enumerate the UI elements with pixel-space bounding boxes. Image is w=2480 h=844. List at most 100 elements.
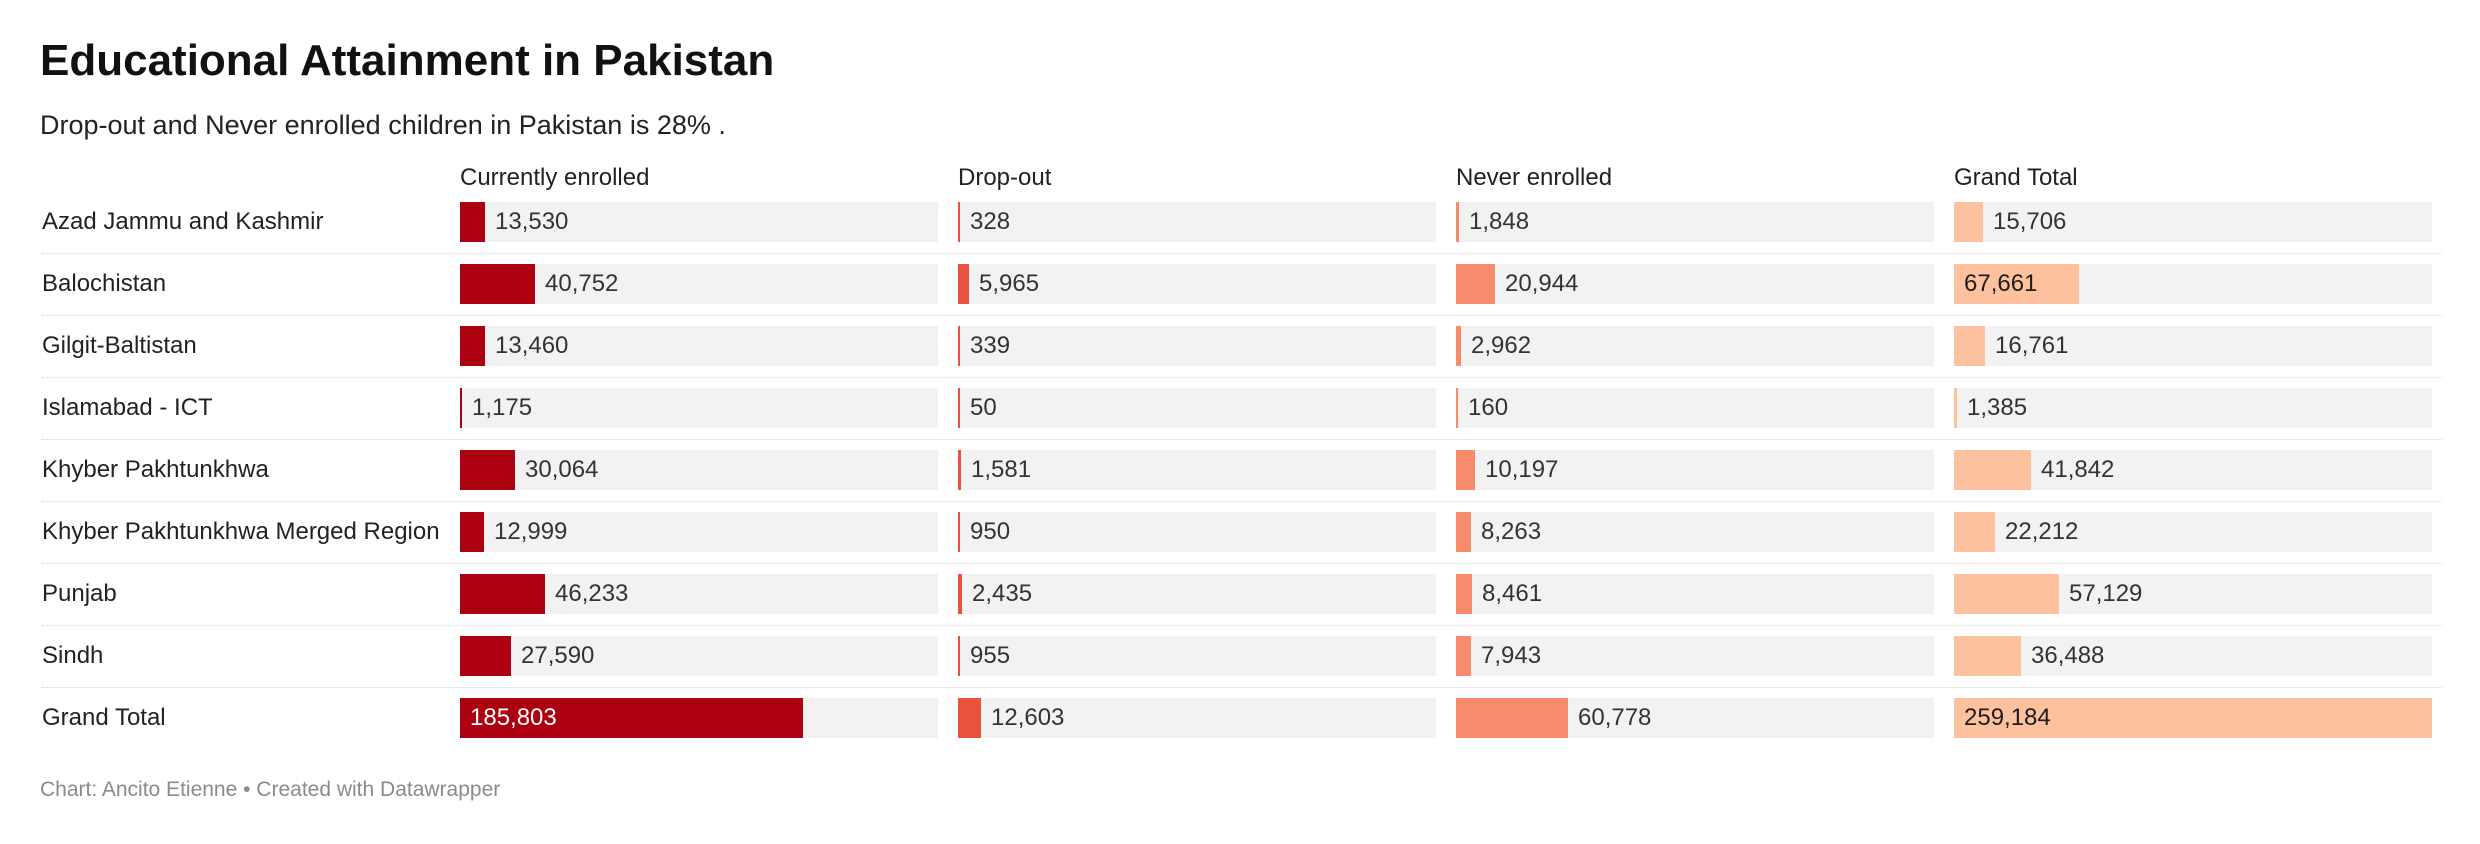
- bar-track: [460, 388, 938, 428]
- row-label-islamabad-ict: Islamabad - ICT: [42, 394, 213, 421]
- value-label-never-enrolled-khyber-pakhtunkhwa-merged-region: 8,263: [1481, 518, 1542, 545]
- value-label-never-enrolled-balochistan: 20,944: [1505, 270, 1579, 297]
- row-label-khyber-pakhtunkhwa: Khyber Pakhtunkhwa: [42, 456, 269, 483]
- bar-track: [460, 202, 938, 242]
- value-label-grand-total-khyber-pakhtunkhwa-merged-region: 22,212: [2005, 518, 2079, 545]
- bar-track: [1954, 636, 2432, 676]
- chart-title: Educational Attainment in Pakistan: [40, 36, 775, 85]
- bar-track: [958, 636, 1436, 676]
- bar-currently-enrolled-punjab: [460, 574, 545, 614]
- row-separator: [42, 563, 2442, 564]
- value-label-grand-total-gilgit-baltistan: 16,761: [1995, 332, 2069, 359]
- bar-drop-out-grand-total: [958, 698, 981, 738]
- bar-never-enrolled-khyber-pakhtunkhwa: [1456, 450, 1475, 490]
- bar-track: [1954, 450, 2432, 490]
- row-label-gilgit-baltistan: Gilgit-Baltistan: [42, 332, 197, 359]
- bar-track: [1456, 388, 1934, 428]
- bar-track: [1456, 574, 1934, 614]
- bar-drop-out-khyber-pakhtunkhwa-merged-region: [958, 512, 960, 552]
- bar-grand-total-khyber-pakhtunkhwa: [1954, 450, 2031, 490]
- value-label-grand-total-khyber-pakhtunkhwa: 41,842: [2041, 456, 2115, 483]
- bar-currently-enrolled-azad-jammu-and-kashmir: [460, 202, 485, 242]
- bar-grand-total-sindh: [1954, 636, 2021, 676]
- value-label-currently-enrolled-gilgit-baltistan: 13,460: [495, 332, 569, 359]
- bar-currently-enrolled-islamabad-ict: [460, 388, 462, 428]
- bar-track: [1456, 636, 1934, 676]
- bar-track: [1954, 512, 2432, 552]
- value-label-drop-out-sindh: 955: [970, 642, 1011, 669]
- value-label-currently-enrolled-sindh: 27,590: [521, 642, 595, 669]
- bar-track: [460, 264, 938, 304]
- bar-drop-out-punjab: [958, 574, 962, 614]
- bar-currently-enrolled-khyber-pakhtunkhwa-merged-region: [460, 512, 484, 552]
- bar-never-enrolled-punjab: [1456, 574, 1472, 614]
- value-label-never-enrolled-gilgit-baltistan: 2,962: [1471, 332, 1532, 359]
- chart-subtitle: Drop-out and Never enrolled children in …: [40, 110, 726, 140]
- bar-currently-enrolled-sindh: [460, 636, 511, 676]
- bar-drop-out-sindh: [958, 636, 960, 676]
- value-label-currently-enrolled-khyber-pakhtunkhwa-merged-region: 12,999: [494, 518, 568, 545]
- value-label-currently-enrolled-grand-total: 185,803: [470, 704, 557, 731]
- value-label-grand-total-sindh: 36,488: [2031, 642, 2105, 669]
- bar-currently-enrolled-grand-total: [460, 698, 803, 738]
- bar-track: [1954, 202, 2432, 242]
- bar-drop-out-balochistan: [958, 264, 969, 304]
- value-label-grand-total-azad-jammu-and-kashmir: 15,706: [1993, 208, 2067, 235]
- row-separator: [42, 687, 2442, 688]
- bar-grand-total-azad-jammu-and-kashmir: [1954, 202, 1983, 242]
- row-label-balochistan: Balochistan: [42, 270, 167, 297]
- bar-never-enrolled-balochistan: [1456, 264, 1495, 304]
- bar-track: [958, 388, 1436, 428]
- value-label-never-enrolled-azad-jammu-and-kashmir: 1,848: [1469, 208, 1530, 235]
- value-label-never-enrolled-grand-total: 60,778: [1578, 704, 1652, 731]
- bar-track: [1456, 326, 1934, 366]
- column-header-grand-total: Grand Total: [1954, 164, 2078, 191]
- value-label-drop-out-grand-total: 12,603: [991, 704, 1065, 731]
- column-header-drop-out: Drop-out: [958, 164, 1052, 191]
- bar-drop-out-islamabad-ict: [958, 388, 960, 428]
- row-separator: [42, 439, 2442, 440]
- bar-track: [1954, 326, 2432, 366]
- value-label-drop-out-islamabad-ict: 50: [970, 394, 997, 421]
- bar-track: [958, 450, 1436, 490]
- value-label-never-enrolled-sindh: 7,943: [1481, 642, 1542, 669]
- bar-drop-out-azad-jammu-and-kashmir: [958, 202, 960, 242]
- value-label-currently-enrolled-khyber-pakhtunkhwa: 30,064: [525, 456, 599, 483]
- value-label-currently-enrolled-balochistan: 40,752: [545, 270, 619, 297]
- bar-track: [958, 698, 1436, 738]
- bar-never-enrolled-grand-total: [1456, 698, 1568, 738]
- bar-grand-total-khyber-pakhtunkhwa-merged-region: [1954, 512, 1995, 552]
- bar-track: [1456, 512, 1934, 552]
- bar-track: [1456, 202, 1934, 242]
- bar-track: [1954, 388, 2432, 428]
- value-label-grand-total-balochistan: 67,661: [1964, 270, 2038, 297]
- row-label-punjab: Punjab: [42, 580, 117, 607]
- value-label-drop-out-gilgit-baltistan: 339: [970, 332, 1011, 359]
- bar-never-enrolled-azad-jammu-and-kashmir: [1456, 202, 1459, 242]
- bar-grand-total-balochistan: [1954, 264, 2079, 304]
- bar-never-enrolled-gilgit-baltistan: [1456, 326, 1461, 366]
- bar-never-enrolled-islamabad-ict: [1456, 388, 1458, 428]
- row-separator: [42, 253, 2442, 254]
- value-label-grand-total-islamabad-ict: 1,385: [1967, 394, 2028, 421]
- bar-track: [958, 202, 1436, 242]
- bar-grand-total-gilgit-baltistan: [1954, 326, 1985, 366]
- row-separator: [42, 315, 2442, 316]
- value-label-grand-total-grand-total: 259,184: [1964, 704, 2051, 731]
- bar-currently-enrolled-balochistan: [460, 264, 535, 304]
- value-label-currently-enrolled-punjab: 46,233: [555, 580, 629, 607]
- bar-grand-total-punjab: [1954, 574, 2059, 614]
- bar-grand-total-grand-total: [1954, 698, 2432, 738]
- column-header-never-enrolled: Never enrolled: [1456, 164, 1613, 191]
- row-separator: [42, 625, 2442, 626]
- value-label-never-enrolled-islamabad-ict: 160: [1468, 394, 1509, 421]
- row-label-sindh: Sindh: [42, 642, 104, 669]
- bar-currently-enrolled-khyber-pakhtunkhwa: [460, 450, 515, 490]
- value-label-drop-out-khyber-pakhtunkhwa: 1,581: [971, 456, 1032, 483]
- bar-never-enrolled-khyber-pakhtunkhwa-merged-region: [1456, 512, 1471, 552]
- bar-track: [460, 636, 938, 676]
- value-label-currently-enrolled-azad-jammu-and-kashmir: 13,530: [495, 208, 569, 235]
- value-label-grand-total-punjab: 57,129: [2069, 580, 2143, 607]
- bar-track: [958, 574, 1436, 614]
- bar-track: [958, 326, 1436, 366]
